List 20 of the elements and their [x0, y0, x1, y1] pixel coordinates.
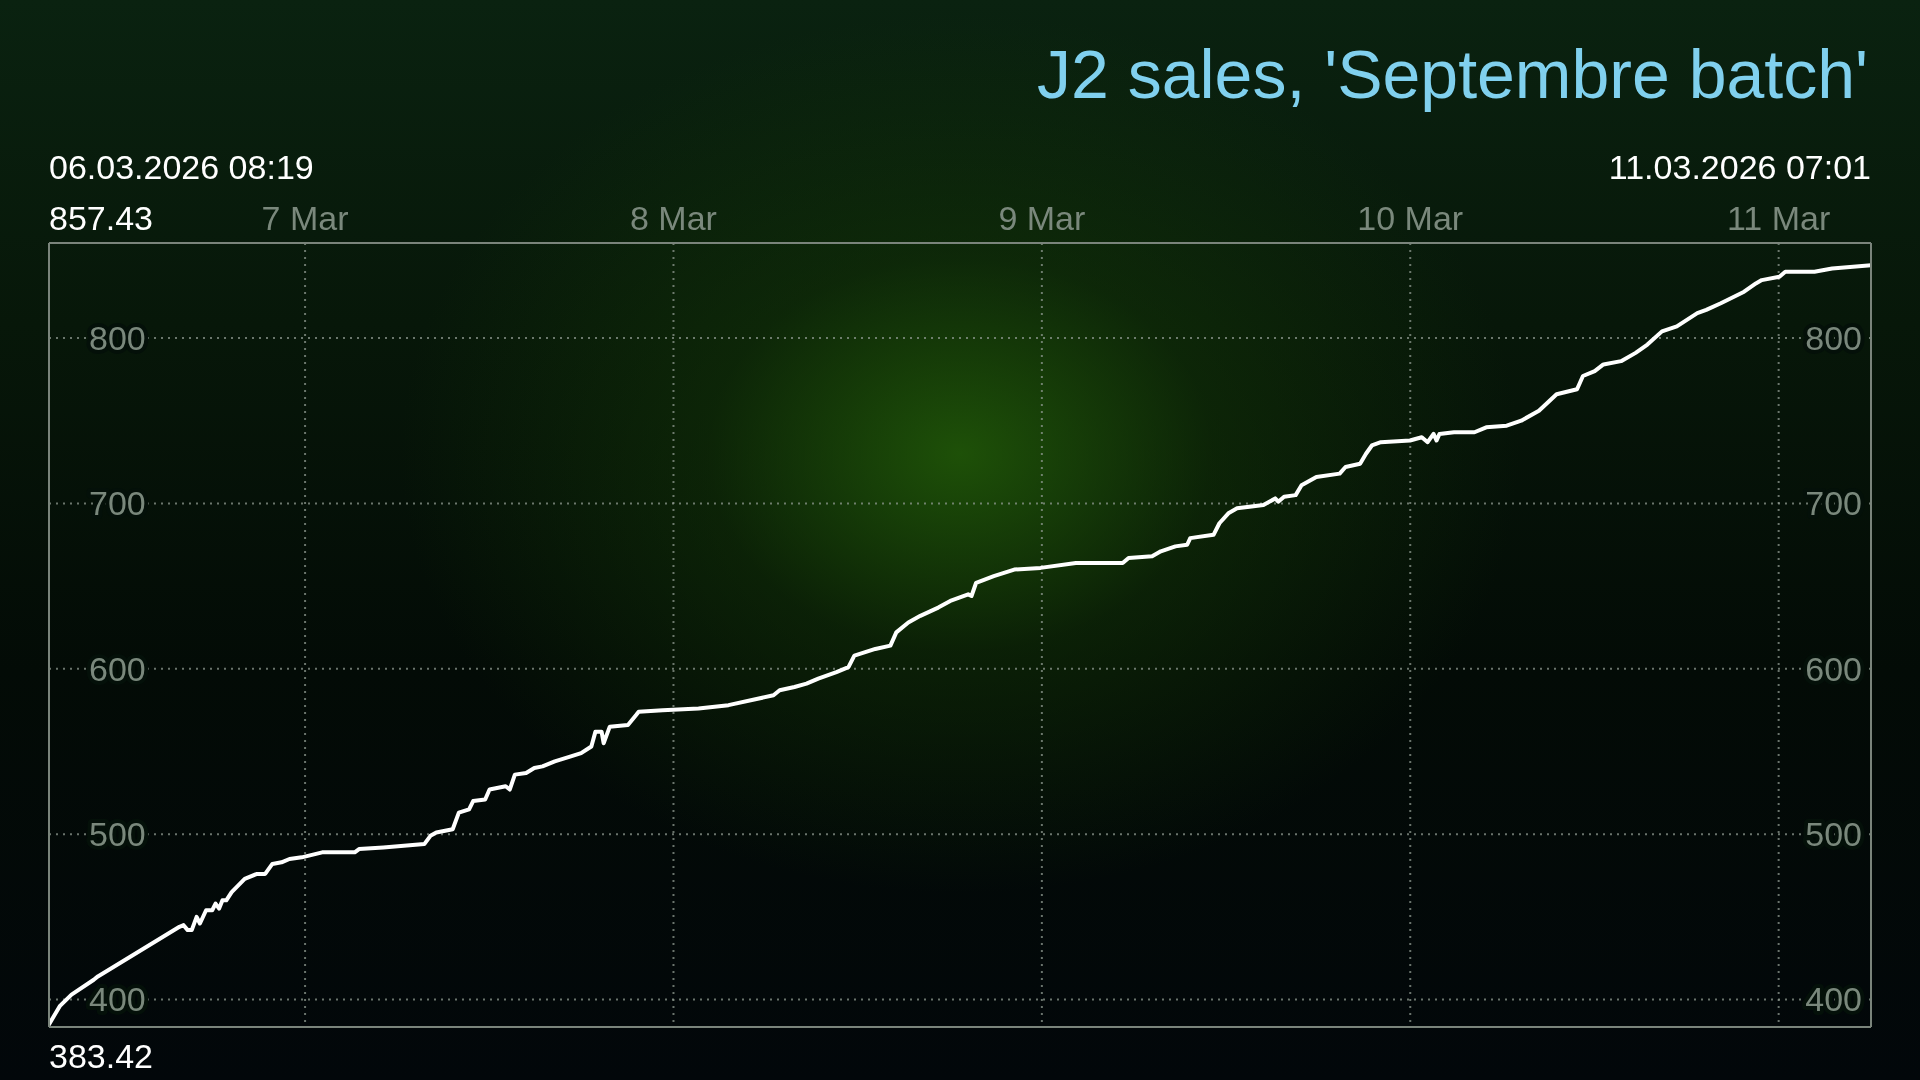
y-tick-label: 500	[89, 815, 146, 854]
y-tick-label: 400	[89, 980, 146, 1019]
y-tick-label: 800	[89, 318, 146, 357]
text: 857.43	[49, 199, 153, 237]
x-tick-label: 9 Mar	[998, 199, 1086, 237]
text: 11.03.2026 07:01	[1608, 148, 1871, 186]
text: 383.42	[49, 1037, 153, 1075]
x-tick-label: 8 Mar	[630, 199, 717, 237]
y2-tick-label: 700	[1805, 484, 1862, 523]
text: 06.03.2026 08:19	[49, 148, 314, 186]
x-tick-label: 11 Mar	[1727, 199, 1831, 237]
x-tick-label: 7 Mar	[261, 199, 349, 237]
y2-tick-label: 600	[1805, 649, 1862, 688]
chart-title: J2 sales, 'Septembre batch'	[1036, 36, 1868, 112]
x-tick-label: 10 Mar	[1357, 199, 1464, 237]
y-tick-label: 600	[89, 649, 146, 688]
y-tick-label: 700	[89, 484, 146, 523]
y2-tick-label: 500	[1805, 815, 1862, 854]
y2-tick-label: 400	[1805, 980, 1862, 1019]
y2-tick-label: 800	[1805, 318, 1862, 357]
